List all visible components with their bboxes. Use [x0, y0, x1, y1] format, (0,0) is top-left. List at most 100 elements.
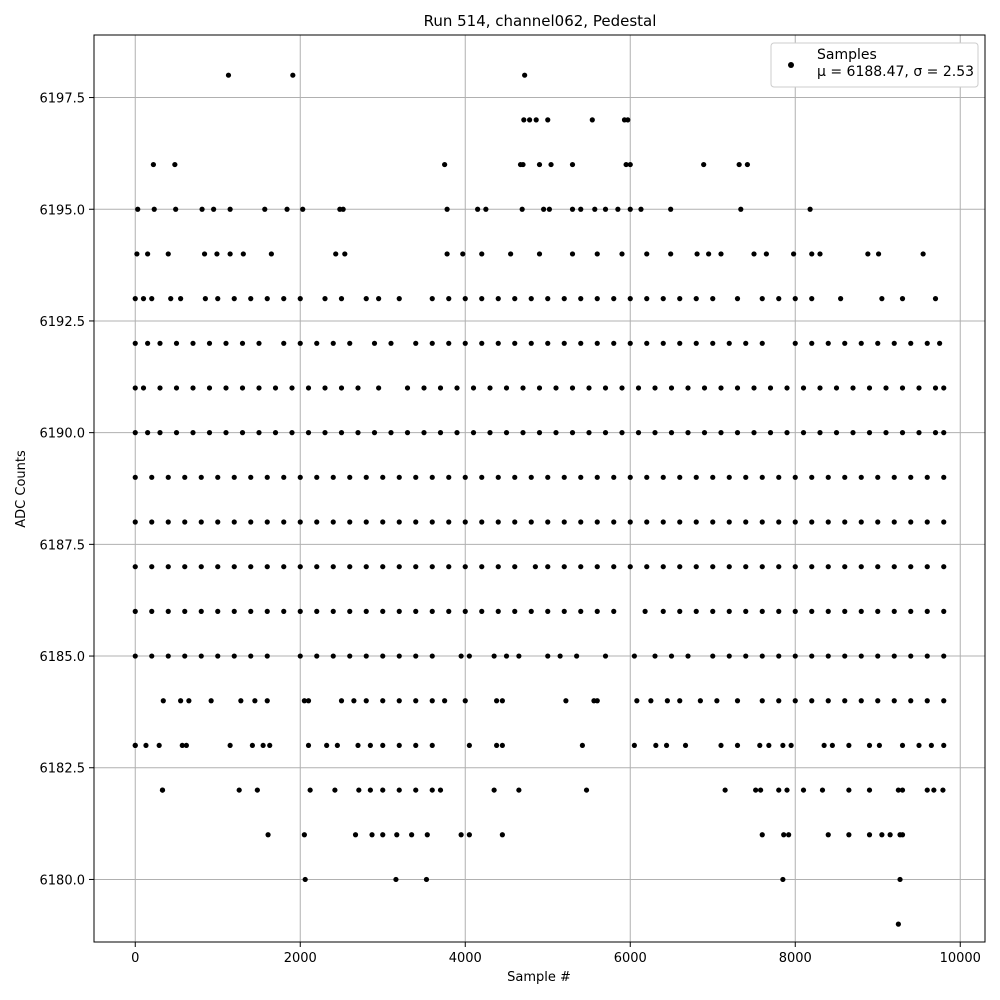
data-point: [758, 787, 764, 793]
data-point: [380, 519, 386, 525]
data-point: [866, 787, 873, 793]
data-point: [908, 519, 914, 525]
data-point: [734, 742, 741, 749]
data-point: [561, 564, 567, 570]
data-point: [569, 161, 576, 168]
data-point: [545, 653, 551, 659]
data-point: [503, 653, 510, 659]
data-point: [532, 564, 538, 570]
data-point: [792, 519, 798, 525]
data-point: [751, 430, 757, 436]
data-point: [446, 564, 452, 570]
data-point: [149, 296, 155, 302]
x-tick-label: 4000: [449, 951, 482, 966]
x-tick-label: 8000: [779, 951, 812, 966]
data-point: [842, 608, 848, 614]
data-point: [776, 608, 782, 614]
data-point: [462, 296, 468, 302]
data-point: [322, 296, 328, 302]
data-point: [545, 296, 551, 302]
data-point: [512, 474, 518, 480]
data-point: [941, 430, 947, 436]
data-point: [759, 832, 765, 838]
data-point: [594, 251, 600, 257]
data-point: [149, 474, 155, 480]
data-point: [916, 742, 922, 749]
data-point: [132, 653, 138, 659]
data-point: [231, 296, 237, 302]
data-point: [833, 385, 840, 391]
data-point: [846, 832, 852, 838]
data-point: [495, 564, 501, 570]
data-point: [413, 653, 419, 659]
data-point: [248, 608, 254, 614]
data-point: [842, 474, 848, 480]
data-point: [272, 385, 279, 391]
data-point: [380, 653, 386, 659]
data-point: [516, 653, 522, 659]
data-point: [268, 251, 274, 257]
data-point: [569, 430, 576, 436]
data-point: [825, 608, 831, 614]
data-point: [264, 653, 270, 659]
data-point: [842, 340, 848, 346]
data-point: [396, 296, 402, 302]
data-point: [460, 251, 466, 257]
data-point: [858, 564, 864, 570]
data-point: [891, 608, 897, 614]
data-point: [644, 340, 650, 346]
data-point: [444, 251, 450, 257]
data-point: [157, 385, 163, 391]
data-point: [594, 296, 600, 302]
data-point: [682, 742, 689, 749]
data-point: [763, 251, 769, 257]
data-point: [134, 251, 140, 257]
data-point: [766, 742, 772, 749]
data-point: [330, 519, 336, 525]
data-point: [522, 72, 528, 78]
data-point: [891, 340, 897, 346]
data-point: [875, 340, 881, 346]
data-point: [734, 385, 741, 391]
data-point: [466, 653, 472, 659]
data-point: [660, 340, 666, 346]
data-point: [150, 161, 156, 168]
data-point: [527, 117, 533, 123]
data-point: [825, 474, 831, 480]
data-point: [330, 340, 336, 346]
data-point: [239, 340, 246, 346]
data-point: [173, 206, 179, 212]
data-point: [759, 519, 765, 525]
data-point: [710, 296, 716, 302]
data-point: [809, 474, 815, 480]
data-point: [569, 251, 576, 257]
data-point: [424, 832, 430, 838]
data-point: [231, 653, 237, 659]
data-point: [875, 519, 881, 525]
x-axis-label: Sample #: [507, 970, 571, 985]
data-point: [879, 832, 885, 838]
data-point: [677, 340, 683, 346]
data-point: [663, 742, 670, 749]
data-point: [693, 474, 699, 480]
data-point: [536, 430, 543, 436]
data-point: [413, 519, 419, 525]
data-point: [145, 340, 151, 346]
data-point: [602, 206, 609, 212]
data-point: [710, 340, 716, 346]
data-point: [941, 608, 947, 614]
data-point: [800, 787, 807, 793]
x-tick-label: 0: [131, 951, 139, 966]
data-point: [429, 519, 435, 525]
data-point: [479, 564, 485, 570]
data-point: [183, 742, 189, 749]
data-point: [512, 519, 518, 525]
data-point: [557, 653, 563, 659]
x-tick-label: 2000: [284, 951, 317, 966]
data-point: [891, 653, 897, 659]
data-point: [429, 742, 435, 749]
data-point: [186, 698, 192, 704]
data-point: [767, 430, 774, 436]
data-point: [508, 251, 514, 257]
data-point: [347, 608, 353, 614]
